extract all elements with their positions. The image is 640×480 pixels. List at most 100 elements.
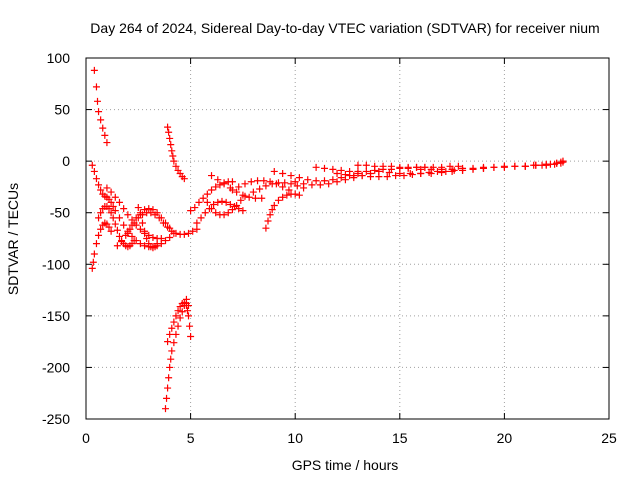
data-point [157,235,165,242]
data-point [163,394,171,402]
data-point [197,214,205,222]
data-point [115,198,123,206]
data-point [300,180,308,188]
y-tick-label: -250 [42,411,70,427]
data-point [553,159,561,167]
data-point [262,182,270,190]
data-point [212,183,220,191]
data-point [180,175,188,183]
data-point [337,166,345,174]
data-point [105,205,113,213]
data-point [559,157,567,165]
data-point [454,162,462,170]
data-point [118,238,126,246]
data-point [141,206,149,214]
data-point [189,227,197,235]
data-point [120,205,128,213]
data-point [448,165,456,173]
y-tick-label: 50 [54,102,70,118]
data-point [283,191,291,199]
data-point [251,194,259,202]
data-point [136,225,144,233]
data-point [182,302,190,310]
data-point [89,258,97,266]
data-point [130,237,138,245]
data-point [149,233,157,241]
data-point [285,186,293,194]
y-tick-label: -50 [50,205,70,221]
data-point [94,97,102,105]
data-point [367,173,375,181]
data-point [287,172,295,180]
data-point [97,186,105,194]
data-point [220,211,228,219]
data-point [270,167,278,175]
data-point [279,193,287,201]
data-point [120,221,128,229]
data-point [172,162,180,170]
data-point [210,200,218,208]
data-point [141,227,149,235]
data-point [168,147,176,155]
data-point [161,405,169,413]
data-point [124,211,132,219]
data-point [199,194,207,202]
data-point [228,186,236,194]
data-point [208,205,216,213]
series-arc-17 [228,177,293,194]
data-point [136,240,144,248]
data-point [164,384,172,392]
data-point [396,163,404,171]
data-point [362,161,370,169]
data-point [530,161,538,169]
data-point [132,214,140,222]
data-point [226,200,234,208]
data-point [358,172,366,180]
data-point [153,209,161,217]
data-point [164,338,172,346]
data-point [268,180,276,188]
x-tick-label: 15 [392,430,408,446]
data-point [191,204,199,212]
y-tick-label: -200 [42,359,70,375]
data-point [479,163,487,171]
data-point [266,211,274,219]
data-point [92,83,100,91]
data-point [126,225,134,233]
data-point [138,219,146,227]
y-tick-label: -100 [42,256,70,272]
data-point [239,207,247,215]
data-point [167,141,175,149]
data-point [241,180,249,188]
y-tick-label: 0 [62,153,70,169]
data-point [166,224,174,232]
data-point [295,191,303,199]
data-point [346,167,354,175]
data-point [216,181,224,189]
data-point [254,177,262,185]
grid-lines [86,58,609,419]
data-point [134,204,142,212]
data-point [379,162,387,170]
data-point [220,180,228,188]
data-point [270,201,278,209]
data-point [185,229,193,237]
data-point [222,198,230,206]
data-point [90,250,98,258]
data-point [170,339,178,347]
data-point [128,232,136,240]
data-point [143,235,151,242]
data-point [161,237,169,245]
y-axis-label: SDTVAR / TECUs [5,183,21,295]
data-point [149,206,157,214]
data-point [99,124,107,132]
data-point [170,157,178,165]
data-point [88,264,96,272]
series-arc-16 [208,172,266,202]
data-point [167,355,175,363]
data-point [178,308,186,316]
data-point [128,221,136,229]
data-point [195,198,203,206]
data-point [166,330,174,338]
data-point [174,307,182,315]
